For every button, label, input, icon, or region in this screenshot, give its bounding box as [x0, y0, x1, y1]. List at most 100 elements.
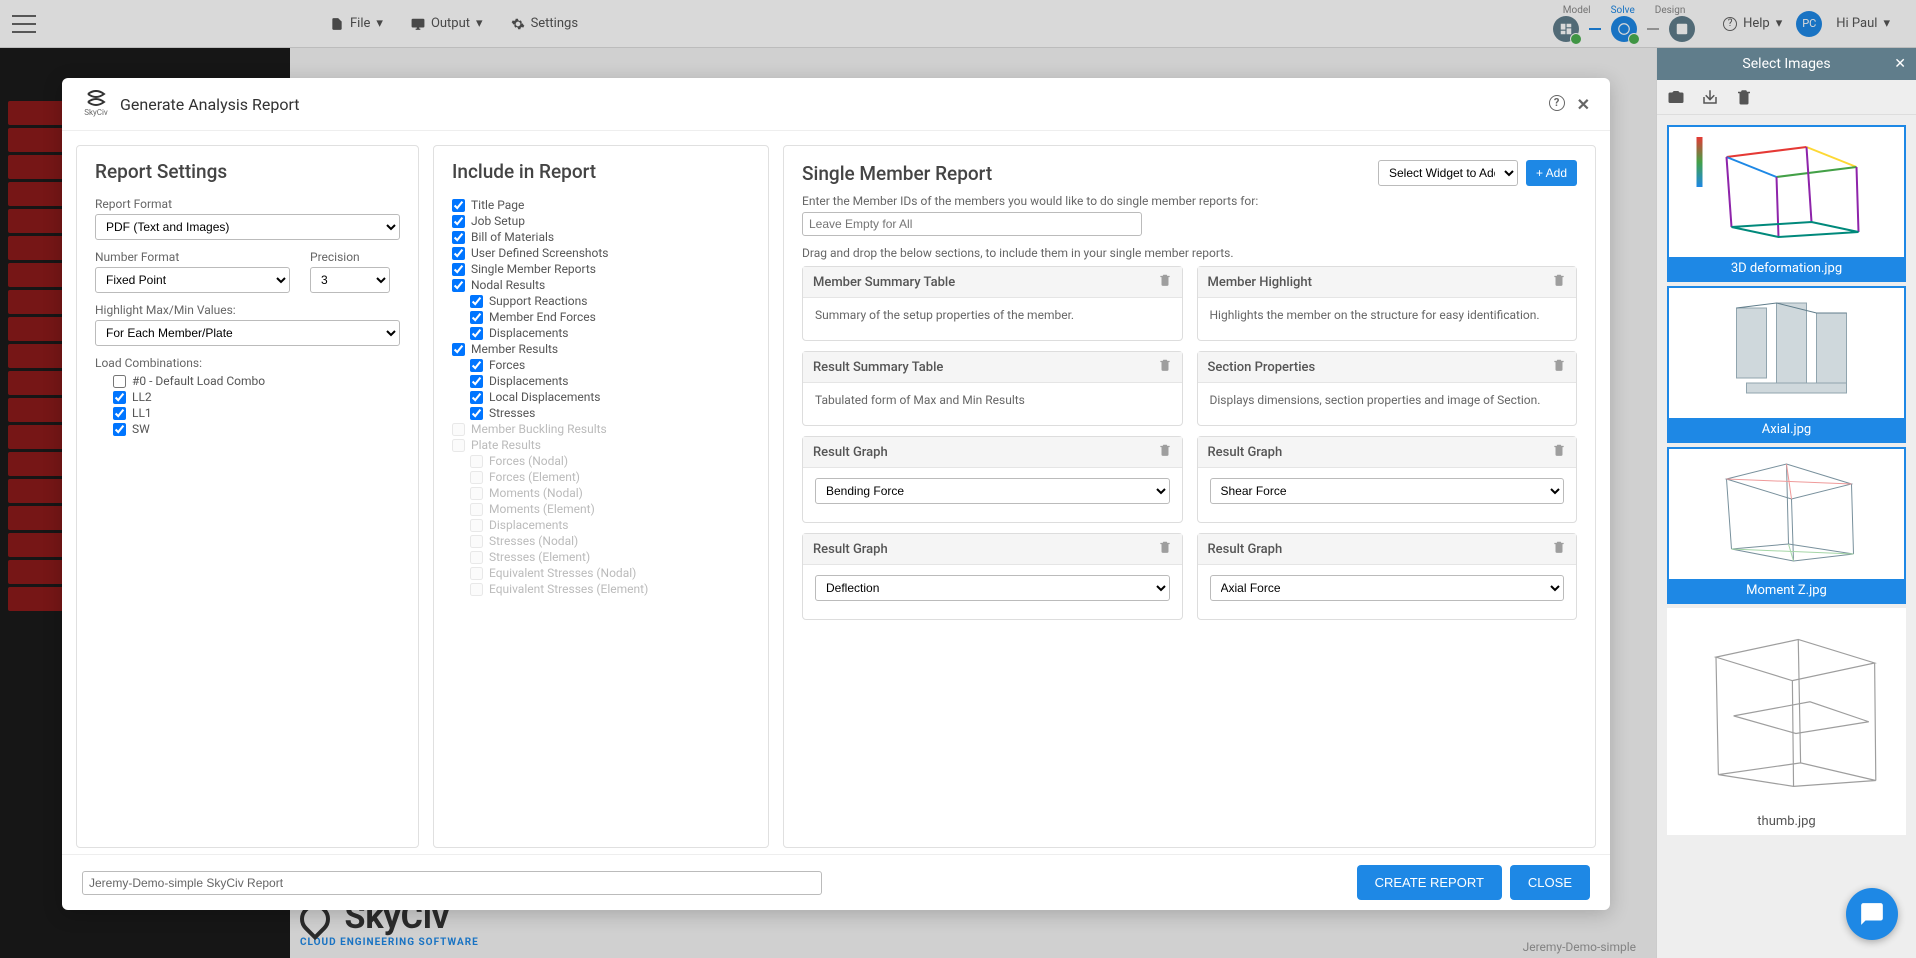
include-checkbox[interactable]	[470, 311, 483, 324]
trash-icon[interactable]	[1735, 88, 1753, 106]
include-checkbox[interactable]	[470, 375, 483, 388]
image-thumbnail[interactable]: thumb.jpg	[1667, 608, 1906, 835]
load-combo-item: SW	[95, 421, 400, 437]
include-checkbox[interactable]	[470, 583, 483, 596]
trash-icon[interactable]	[1552, 273, 1566, 291]
include-checkbox[interactable]	[470, 503, 483, 516]
widget-title: Result Graph	[1208, 445, 1283, 460]
member-ids-input[interactable]	[802, 212, 1142, 236]
number-format-select[interactable]: Fixed Point	[95, 267, 290, 293]
widget-description: Highlights the member on the structure f…	[1210, 308, 1540, 322]
side-panel-title: Select Images	[1742, 56, 1830, 72]
add-widget-button[interactable]: + Add	[1526, 160, 1577, 186]
trash-icon[interactable]	[1158, 540, 1172, 558]
trash-icon[interactable]	[1552, 358, 1566, 376]
result-graph-select[interactable]: Axial Force	[1210, 575, 1565, 601]
precision-select[interactable]: 3	[310, 267, 390, 293]
report-widget[interactable]: Result Summary Table Tabulated form of Ma…	[802, 351, 1183, 426]
include-label: Equivalent Stresses (Nodal)	[489, 566, 636, 580]
include-checkbox[interactable]	[470, 535, 483, 548]
download-icon[interactable]	[1701, 88, 1719, 106]
include-checkbox[interactable]	[470, 487, 483, 500]
trash-icon[interactable]	[1158, 358, 1172, 376]
thumbnail-preview	[1669, 610, 1904, 810]
report-widget[interactable]: Member Summary TableSummary of the setup…	[802, 266, 1183, 341]
include-label: Forces (Nodal)	[489, 454, 568, 468]
result-graph-select[interactable]: Deflection	[815, 575, 1170, 601]
trash-icon[interactable]	[1552, 443, 1566, 461]
include-label: Displacements	[489, 374, 568, 388]
trash-icon[interactable]	[1158, 443, 1172, 461]
create-report-button[interactable]: CREATE REPORT	[1357, 865, 1502, 900]
load-combo-item: #0 - Default Load Combo	[95, 373, 400, 389]
load-combo-label: SW	[132, 422, 150, 436]
load-combo-checkbox[interactable]	[113, 407, 126, 420]
include-checkbox[interactable]	[452, 215, 465, 228]
report-name-input[interactable]	[82, 871, 822, 895]
single-member-panel: Single Member Report Select Widget to Ad…	[783, 145, 1596, 848]
include-label: User Defined Screenshots	[471, 246, 608, 260]
widget-description: Tabulated form of Max and Min Results	[815, 393, 1025, 407]
include-checkbox[interactable]	[470, 359, 483, 372]
include-item: Stresses (Element)	[452, 549, 750, 565]
include-checkbox[interactable]	[452, 247, 465, 260]
include-checkbox[interactable]	[470, 567, 483, 580]
include-checkbox[interactable]	[470, 391, 483, 404]
widget-description: Summary of the setup properties of the m…	[815, 308, 1074, 322]
include-checkbox[interactable]	[452, 279, 465, 292]
include-checkbox[interactable]	[470, 455, 483, 468]
include-item: Job Setup	[452, 213, 750, 229]
include-checkbox[interactable]	[452, 343, 465, 356]
widget-select[interactable]: Select Widget to Add	[1378, 160, 1518, 186]
trash-icon[interactable]	[1552, 540, 1566, 558]
chat-bubble[interactable]	[1846, 888, 1898, 940]
thumbnail-preview	[1669, 127, 1904, 257]
image-thumbnail[interactable]: Axial.jpg	[1667, 286, 1906, 443]
include-checkbox[interactable]	[452, 199, 465, 212]
modal-footer: CREATE REPORT CLOSE	[62, 854, 1610, 910]
close-button[interactable]: CLOSE	[1510, 865, 1590, 900]
load-combo-checkbox[interactable]	[113, 423, 126, 436]
thumbnail-preview	[1669, 288, 1904, 418]
trash-icon[interactable]	[1158, 273, 1172, 291]
load-combo-checkbox[interactable]	[113, 375, 126, 388]
close-icon[interactable]: ✕	[1894, 56, 1906, 72]
result-graph-select[interactable]: Bending Force	[815, 478, 1170, 504]
include-checkbox[interactable]	[470, 407, 483, 420]
widget-title: Result Graph	[813, 542, 888, 557]
include-checkbox[interactable]	[452, 423, 465, 436]
result-graph-select[interactable]: Shear Force	[1210, 478, 1565, 504]
include-label: Moments (Nodal)	[489, 486, 583, 500]
include-item: Member Results	[452, 341, 750, 357]
report-widget[interactable]: Result Graph Shear Force	[1197, 436, 1578, 523]
include-checkbox[interactable]	[470, 551, 483, 564]
highlight-label: Highlight Max/Min Values:	[95, 303, 400, 317]
format-select[interactable]: PDF (Text and Images)	[95, 214, 400, 240]
include-item: Stresses (Nodal)	[452, 533, 750, 549]
include-checkbox[interactable]	[470, 519, 483, 532]
image-thumbnail[interactable]: 3D deformation.jpg	[1667, 125, 1906, 282]
format-label: Report Format	[95, 197, 400, 211]
include-item: Forces (Element)	[452, 469, 750, 485]
include-checkbox[interactable]	[470, 295, 483, 308]
report-widget[interactable]: Result GraphAxial Force	[1197, 533, 1578, 620]
include-checkbox[interactable]	[470, 471, 483, 484]
close-icon[interactable]: ✕	[1577, 95, 1590, 114]
widget-title: Result Summary Table	[813, 360, 943, 375]
include-title: Include in Report	[452, 160, 750, 183]
image-thumbnail[interactable]: Moment Z.jpg	[1667, 447, 1906, 604]
include-item: Moments (Nodal)	[452, 485, 750, 501]
report-widget[interactable]: Result Graph Deflection	[802, 533, 1183, 620]
report-widget[interactable]: Member HighlightHighlights the member on…	[1197, 266, 1578, 341]
include-checkbox[interactable]	[452, 231, 465, 244]
load-combo-checkbox[interactable]	[113, 391, 126, 404]
include-checkbox[interactable]	[452, 263, 465, 276]
include-checkbox[interactable]	[470, 327, 483, 340]
report-widget[interactable]: Section PropertiesDisplays dimensions, s…	[1197, 351, 1578, 426]
camera-icon[interactable]	[1667, 88, 1685, 106]
include-item: Support Reactions	[452, 293, 750, 309]
report-widget[interactable]: Result GraphBending Force	[802, 436, 1183, 523]
help-icon[interactable]: ?	[1549, 95, 1565, 111]
include-checkbox[interactable]	[452, 439, 465, 452]
highlight-select[interactable]: For Each Member/Plate	[95, 320, 400, 346]
